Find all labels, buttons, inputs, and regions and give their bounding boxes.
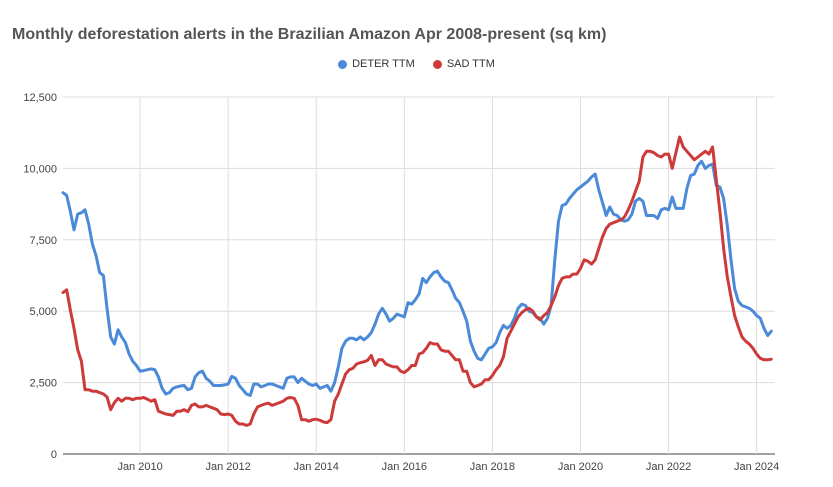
y-tick-label: 12,500 bbox=[23, 92, 57, 104]
y-tick-label: 7,500 bbox=[29, 235, 57, 247]
y-tick-label: 2,500 bbox=[29, 378, 57, 390]
legend-label-sad: SAD TTM bbox=[446, 58, 495, 70]
x-tick-label: Jan 2020 bbox=[558, 461, 603, 473]
x-tick-label: Jan 2018 bbox=[470, 461, 515, 473]
series-line-deter[interactable] bbox=[61, 159, 773, 397]
series-lines bbox=[61, 135, 773, 427]
x-tick-label: Jan 2024 bbox=[734, 461, 779, 473]
y-axis-ticks: 0 2,500 5,000 7,500 10,000 12,500 bbox=[23, 92, 57, 461]
x-tick-label: Jan 2022 bbox=[646, 461, 691, 473]
x-tick-label: Jan 2014 bbox=[294, 461, 339, 473]
legend-item-sad[interactable]: SAD TTM bbox=[432, 58, 495, 70]
series-line-sad[interactable] bbox=[61, 135, 773, 427]
legend-label-deter: DETER TTM bbox=[352, 58, 415, 70]
x-tick-label: Jan 2016 bbox=[382, 461, 427, 473]
legend-swatch-sad bbox=[432, 59, 442, 69]
legend-swatch-deter bbox=[338, 59, 348, 69]
gridlines bbox=[63, 96, 775, 455]
legend: DETER TTM SAD TTM bbox=[0, 58, 833, 70]
x-tick-label: Jan 2010 bbox=[117, 461, 162, 473]
x-tick-label: Jan 2012 bbox=[206, 461, 251, 473]
legend-item-deter[interactable]: DETER TTM bbox=[338, 58, 415, 70]
x-axis-ticks: Jan 2010 Jan 2012 Jan 2014 Jan 2016 Jan 2018… bbox=[117, 461, 779, 473]
y-tick-label: 5,000 bbox=[29, 306, 57, 318]
y-tick-label: 0 bbox=[51, 449, 57, 461]
y-tick-label: 10,000 bbox=[23, 163, 57, 175]
chart-title: Monthly deforestation alerts in the Braz… bbox=[12, 26, 607, 43]
